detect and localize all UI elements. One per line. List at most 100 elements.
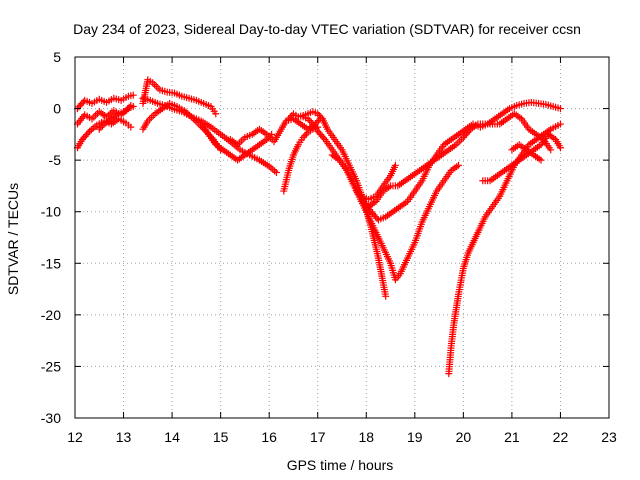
series-trace bbox=[75, 116, 132, 150]
trace-marker bbox=[77, 138, 85, 146]
series-trace bbox=[199, 122, 274, 163]
trace-marker bbox=[306, 127, 314, 135]
trace-marker bbox=[446, 169, 454, 177]
trace-marker bbox=[385, 174, 393, 182]
x-tick-label: 12 bbox=[67, 429, 83, 445]
trace-marker bbox=[210, 107, 218, 115]
trace-marker bbox=[185, 112, 193, 120]
trace-marker bbox=[545, 144, 553, 152]
trace-marker bbox=[115, 96, 123, 104]
trace-marker bbox=[217, 145, 225, 153]
trace-marker bbox=[538, 132, 546, 140]
trace-marker bbox=[205, 122, 213, 130]
y-tick-label: -15 bbox=[41, 255, 61, 271]
trace-marker bbox=[521, 152, 529, 160]
trace-marker bbox=[458, 135, 466, 143]
trace-marker bbox=[472, 121, 480, 129]
trace-marker bbox=[307, 118, 315, 126]
trace-marker bbox=[91, 123, 99, 131]
trace-marker bbox=[454, 292, 462, 300]
y-tick-label: -30 bbox=[41, 410, 61, 426]
trace-marker bbox=[528, 150, 536, 158]
trace-marker bbox=[225, 150, 233, 158]
trace-marker bbox=[239, 152, 247, 160]
trace-marker bbox=[175, 107, 183, 115]
series-arc-10 bbox=[280, 123, 322, 195]
series-arc-8 bbox=[197, 120, 276, 164]
trace-marker bbox=[521, 145, 529, 153]
trace-marker bbox=[122, 94, 130, 102]
trace-marker bbox=[334, 155, 342, 163]
trace-marker bbox=[302, 130, 310, 138]
trace-marker bbox=[205, 101, 212, 109]
series-arc-4 bbox=[95, 101, 135, 133]
trace-marker bbox=[480, 215, 488, 223]
trace-marker bbox=[493, 120, 501, 128]
trace-marker bbox=[295, 119, 303, 127]
trace-marker bbox=[374, 252, 382, 260]
trace-marker bbox=[373, 214, 381, 222]
trace-marker bbox=[269, 165, 277, 173]
series-trace bbox=[97, 103, 133, 131]
axis-ticks: 12 13 14 15 16 17 18 19 20 21 22 23 5 0 -5 -10 -15 -20 -25… bbox=[41, 49, 617, 445]
trace-marker bbox=[464, 251, 472, 259]
trace-marker bbox=[402, 199, 410, 207]
trace-marker bbox=[317, 113, 325, 121]
trace-marker bbox=[554, 121, 562, 129]
series-trace bbox=[359, 111, 553, 209]
trace-marker bbox=[215, 129, 223, 137]
trace-marker bbox=[513, 157, 521, 165]
trace-marker bbox=[281, 119, 289, 127]
trace-marker bbox=[152, 82, 160, 90]
series-arc-3 bbox=[73, 115, 135, 152]
x-tick-label: 23 bbox=[601, 429, 617, 445]
trace-marker bbox=[518, 100, 526, 108]
y-axis-label: SDTVAR / TECUs bbox=[5, 183, 21, 295]
trace-marker bbox=[421, 163, 429, 171]
trace-marker bbox=[210, 139, 218, 147]
trace-marker bbox=[438, 179, 446, 187]
trace-marker bbox=[151, 98, 159, 106]
trace-marker bbox=[453, 132, 461, 140]
trace-marker bbox=[87, 126, 95, 134]
trace-marker bbox=[239, 135, 247, 143]
trace-marker bbox=[554, 104, 562, 112]
trace-marker bbox=[390, 163, 398, 171]
trace-marker bbox=[449, 323, 457, 331]
trace-marker bbox=[284, 169, 292, 177]
trace-marker bbox=[550, 134, 558, 142]
trace-marker bbox=[366, 206, 374, 214]
trace-marker bbox=[337, 144, 345, 152]
series-arc-16 bbox=[445, 120, 564, 378]
trace-marker bbox=[410, 241, 418, 249]
trace-marker bbox=[492, 173, 500, 181]
trace-marker bbox=[106, 116, 114, 124]
trace-marker bbox=[417, 179, 425, 187]
trace-marker bbox=[149, 112, 157, 120]
trace-marker bbox=[175, 91, 183, 99]
trace-marker bbox=[315, 111, 323, 119]
trace-marker bbox=[428, 157, 436, 165]
trace-marker bbox=[378, 189, 386, 197]
trace-marker bbox=[535, 142, 543, 150]
trace-marker bbox=[79, 98, 87, 106]
series-trace bbox=[280, 124, 319, 193]
trace-marker bbox=[161, 87, 169, 95]
series-arc-15 bbox=[357, 110, 555, 211]
x-tick-label: 16 bbox=[261, 429, 277, 445]
data-point bbox=[127, 101, 135, 109]
trace-marker bbox=[293, 143, 301, 151]
trace-marker bbox=[407, 173, 415, 181]
trace-marker bbox=[298, 136, 306, 144]
trace-marker bbox=[344, 159, 352, 167]
series-arc-5 bbox=[139, 76, 220, 118]
series-trace bbox=[139, 77, 218, 115]
trace-marker bbox=[484, 177, 492, 185]
trace-marker bbox=[464, 129, 472, 137]
trace-marker bbox=[530, 129, 538, 137]
trace-marker bbox=[459, 267, 467, 275]
trace-marker bbox=[143, 119, 151, 127]
trace-marker bbox=[494, 194, 502, 202]
trace-marker bbox=[113, 111, 121, 119]
